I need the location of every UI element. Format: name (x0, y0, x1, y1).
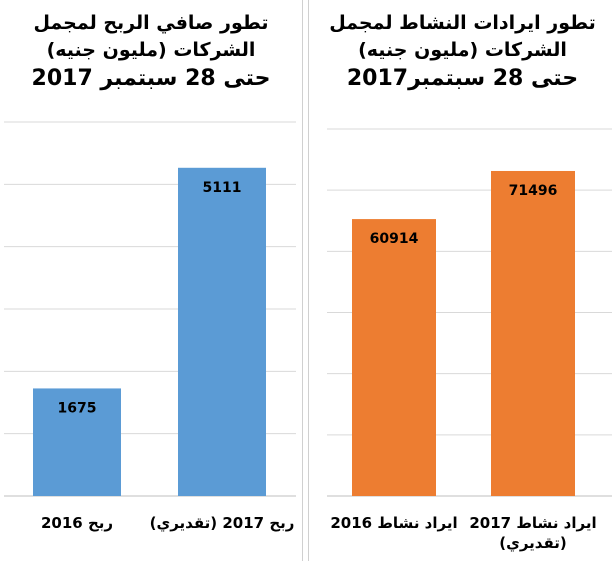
revenue-category-label-2: ايراد نشاط 2017 (469, 514, 596, 532)
profit-title-line-2: الشركات (مليون جنيه) (46, 39, 256, 61)
revenue-title-line-2: الشركات (مليون جنيه) (358, 39, 567, 61)
revenue-bar-chart: 60914 ايراد نشاط 2016 71496 ايراد نشاط 2017… (327, 128, 612, 553)
revenue-data-label-2: 71496 (509, 183, 558, 199)
revenue-chart-panel: تطور ايرادات النشاط لمجمل الشركات (مليون… (308, 0, 616, 561)
profit-title-line-1: تطور صافي الربح لمجمل (33, 12, 269, 34)
revenue-bar-2 (491, 170, 575, 497)
profit-chart-title: تطور صافي الربح لمجمل الشركات (مليون جني… (8, 10, 294, 94)
profit-chart-panel: تطور صافي الربح لمجمل الشركات (مليون جني… (0, 0, 303, 561)
profit-data-label-2: 5111 (203, 180, 242, 196)
revenue-title-line-1: تطور ايرادات النشاط لمجمل (329, 12, 596, 34)
revenue-title-line-3: حتى 28 سبتمبر2017 (346, 66, 579, 91)
revenue-chart-title: تطور ايرادات النشاط لمجمل الشركات (مليون… (317, 10, 608, 94)
revenue-data-label-1: 60914 (370, 231, 419, 247)
profit-bar-1 (33, 388, 121, 496)
revenue-category-label-2-line-2: (تقديري) (499, 534, 567, 553)
profit-title-line-3: حتى 28 سبتمبر 2017 (31, 66, 271, 91)
profit-category-label-2: ربح 2017 (تقديري) (150, 514, 295, 533)
profit-bar-2 (178, 167, 266, 496)
profit-bar-chart: 1675 ربح 2016 5111 ربح 2017 (تقديري) (4, 121, 296, 533)
revenue-category-label-1: ايراد نشاط 2016 (330, 514, 457, 532)
profit-data-label-1: 1675 (58, 400, 97, 416)
profit-category-label-1: ربح 2016 (41, 514, 113, 532)
revenue-bar-1 (352, 219, 436, 497)
